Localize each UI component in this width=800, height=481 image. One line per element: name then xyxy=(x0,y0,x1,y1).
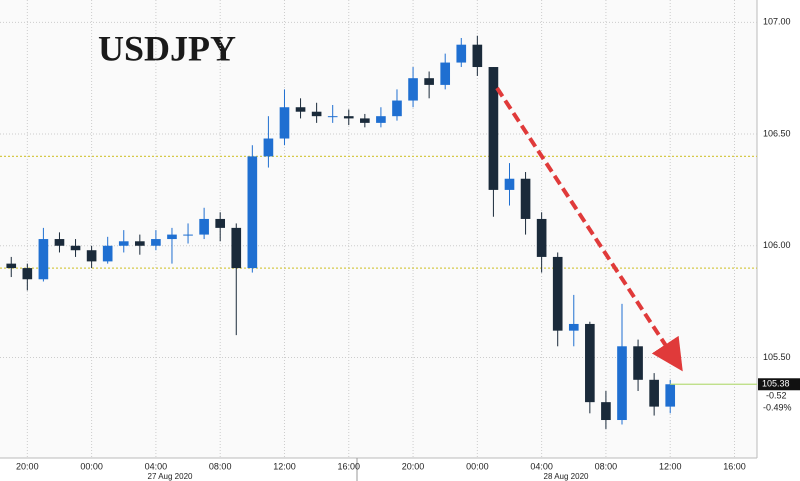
candle-body xyxy=(456,44,467,63)
x-tick-label: 20:00 xyxy=(402,461,425,471)
candle-body xyxy=(263,138,274,157)
candle-body xyxy=(327,116,338,118)
plot-area xyxy=(0,0,757,458)
candle-body xyxy=(343,116,354,119)
candle-body xyxy=(488,67,499,190)
y-tick-label: 105.50 xyxy=(763,352,791,362)
candle-body xyxy=(231,227,242,269)
x-tick-label: 08:00 xyxy=(595,461,618,471)
x-tick-label: 00:00 xyxy=(80,461,103,471)
candle-body xyxy=(585,323,595,403)
candle-body xyxy=(183,234,193,236)
candle-body xyxy=(135,241,145,246)
candle-body xyxy=(6,263,17,269)
candle-body xyxy=(360,118,370,123)
date-label: 28 Aug 2020 xyxy=(544,472,589,481)
candle-body xyxy=(392,100,402,117)
y-tick-label: 106.50 xyxy=(763,128,791,138)
candle-body xyxy=(601,402,611,421)
candle-body xyxy=(552,256,563,331)
candle-body xyxy=(633,346,643,380)
candle-body xyxy=(440,62,451,85)
candle-body xyxy=(568,323,579,331)
candle-body xyxy=(199,218,209,235)
candle-body xyxy=(247,156,258,269)
x-tick-label: 20:00 xyxy=(16,461,39,471)
candle-body xyxy=(617,346,627,421)
candle-body xyxy=(151,239,161,246)
candle-body xyxy=(279,107,290,139)
x-tick-label: 04:00 xyxy=(530,461,553,471)
change-pct-label: -0.49% xyxy=(763,403,792,413)
x-tick-label: 16:00 xyxy=(723,461,746,471)
candle-body xyxy=(38,239,49,280)
last-price-label: 105.38 xyxy=(762,379,790,389)
y-tick-label: 106.00 xyxy=(763,240,791,250)
candle-body xyxy=(295,107,306,112)
x-tick-label: 00:00 xyxy=(466,461,489,471)
candle-body xyxy=(408,78,418,101)
candle-body xyxy=(22,268,33,280)
trend-arrow xyxy=(495,86,683,372)
candle-body xyxy=(70,245,81,251)
candle-body xyxy=(167,234,177,240)
y-tick-label: 107.00 xyxy=(763,17,791,27)
candle-body xyxy=(86,250,97,262)
candle-body xyxy=(54,239,65,246)
candle-body xyxy=(520,178,531,219)
candle-body xyxy=(424,78,434,85)
chart-title: USDJPY xyxy=(98,28,236,68)
candle-body xyxy=(311,111,322,117)
candle-body xyxy=(215,218,226,228)
candle-body xyxy=(376,116,386,123)
x-tick-label: 08:00 xyxy=(209,461,232,471)
candle-body xyxy=(504,178,515,190)
candle-body xyxy=(102,245,113,262)
candle-body xyxy=(649,379,659,407)
last-price-box xyxy=(758,378,800,391)
x-tick-label: 12:00 xyxy=(659,461,682,471)
candle-body xyxy=(536,218,547,257)
change-label: -0.52 xyxy=(766,391,787,401)
candle-body xyxy=(665,384,676,407)
candle-body xyxy=(118,241,129,246)
date-label: 27 Aug 2020 xyxy=(148,472,193,481)
x-tick-label: 16:00 xyxy=(338,461,361,471)
candle-body xyxy=(472,44,483,68)
x-tick-label: 04:00 xyxy=(145,461,168,471)
x-tick-label: 12:00 xyxy=(273,461,296,471)
